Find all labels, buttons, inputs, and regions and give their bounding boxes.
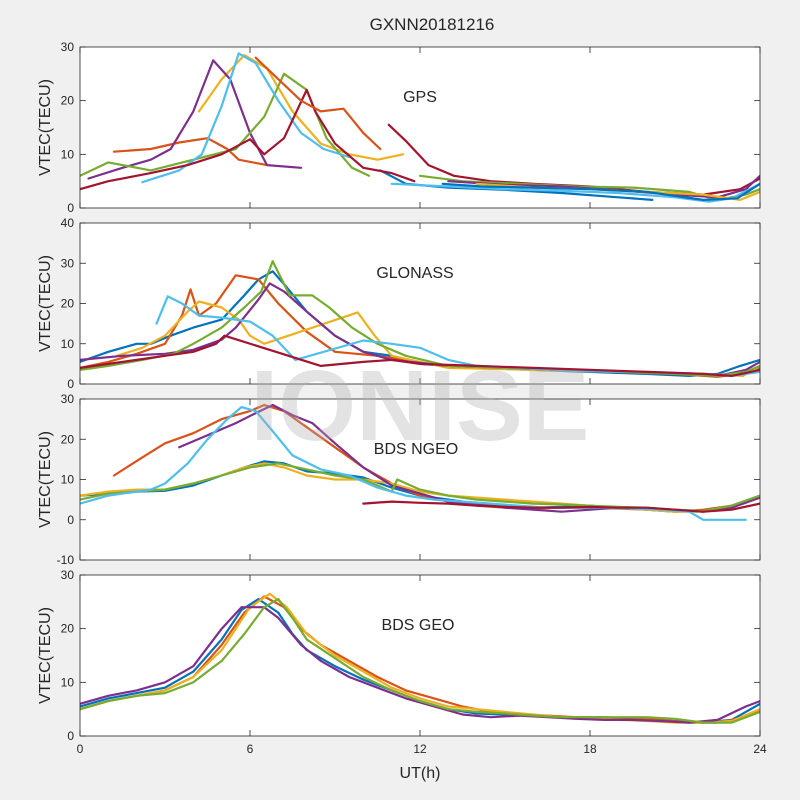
y-axis-label: VTEC(TECU) bbox=[37, 431, 54, 528]
series-group bbox=[80, 52, 760, 203]
series-group bbox=[80, 403, 760, 521]
x-tick-label: 12 bbox=[413, 742, 427, 756]
x-tick-label: 6 bbox=[247, 742, 254, 756]
y-tick-label: -10 bbox=[57, 553, 75, 567]
series-line-5 bbox=[80, 406, 747, 521]
x-axis-label: UT(h) bbox=[400, 765, 441, 782]
watermark: IONISE bbox=[251, 350, 590, 462]
series-line-4 bbox=[80, 598, 760, 724]
panel-label: BDS GEO bbox=[382, 617, 455, 634]
y-tick-label: 10 bbox=[61, 675, 75, 689]
series-line-6 bbox=[80, 334, 760, 377]
y-tick-label: 10 bbox=[61, 473, 75, 487]
y-tick-label: 0 bbox=[67, 377, 74, 391]
series-line-5 bbox=[141, 52, 351, 184]
y-tick-label: 20 bbox=[61, 432, 75, 446]
y-tick-label: 30 bbox=[61, 568, 75, 582]
series-line-6 bbox=[362, 500, 760, 513]
series-group bbox=[80, 592, 760, 724]
plot-area bbox=[80, 223, 760, 384]
panel-1: 0 10 20 30 40 VTEC(TECU) GLONASS bbox=[37, 216, 761, 391]
panel-2: -10 0 10 20 30 VTEC(TECU) BDS NGEO bbox=[37, 392, 761, 567]
series-line-2 bbox=[197, 54, 405, 161]
series-line-6 bbox=[80, 88, 416, 191]
y-axis-label: VTEC(TECU) bbox=[37, 607, 54, 704]
series-line-7 bbox=[254, 56, 382, 151]
panel-label: GLONASS bbox=[376, 265, 453, 282]
series-group bbox=[80, 260, 760, 378]
y-tick-label: 20 bbox=[61, 297, 75, 311]
figure-title: GXNN20181216 bbox=[370, 15, 495, 34]
panels: 0 10 20 30 VTEC(TECU) GPS 0 10 20 30 40 VTEC(TECU) G… bbox=[37, 40, 767, 756]
y-tick-label: 0 bbox=[67, 729, 74, 743]
y-tick-label: 0 bbox=[67, 513, 74, 527]
plot-area bbox=[80, 575, 760, 736]
y-tick-label: 30 bbox=[61, 40, 75, 54]
panel-label: GPS bbox=[403, 89, 437, 106]
y-axis-label: VTEC(TECU) bbox=[37, 255, 54, 352]
y-tick-label: 10 bbox=[61, 147, 75, 161]
panel-0: 0 10 20 30 VTEC(TECU) GPS bbox=[37, 40, 761, 215]
series-line-4 bbox=[80, 72, 371, 177]
series-line-13 bbox=[441, 182, 760, 201]
panel-label: BDS NGEO bbox=[374, 441, 458, 458]
x-tick-label: 18 bbox=[583, 742, 597, 756]
y-tick-label: 0 bbox=[67, 201, 74, 215]
y-tick-label: 30 bbox=[61, 256, 75, 270]
series-line-3 bbox=[80, 606, 760, 724]
x-tick-label: 24 bbox=[753, 742, 767, 756]
y-tick-label: 10 bbox=[61, 337, 75, 351]
y-tick-label: 20 bbox=[61, 622, 75, 636]
y-axis-label: VTEC(TECU) bbox=[37, 79, 54, 176]
plot-area bbox=[80, 399, 760, 560]
panel-3: 0 6 12 18 24 0 10 20 30 VTEC(TECU) BDS GEO bbox=[37, 568, 767, 756]
plot-area bbox=[80, 47, 760, 208]
y-tick-label: 40 bbox=[61, 216, 75, 230]
y-tick-label: 20 bbox=[61, 94, 75, 108]
x-tick-label: 0 bbox=[77, 742, 84, 756]
y-tick-label: 30 bbox=[61, 392, 75, 406]
